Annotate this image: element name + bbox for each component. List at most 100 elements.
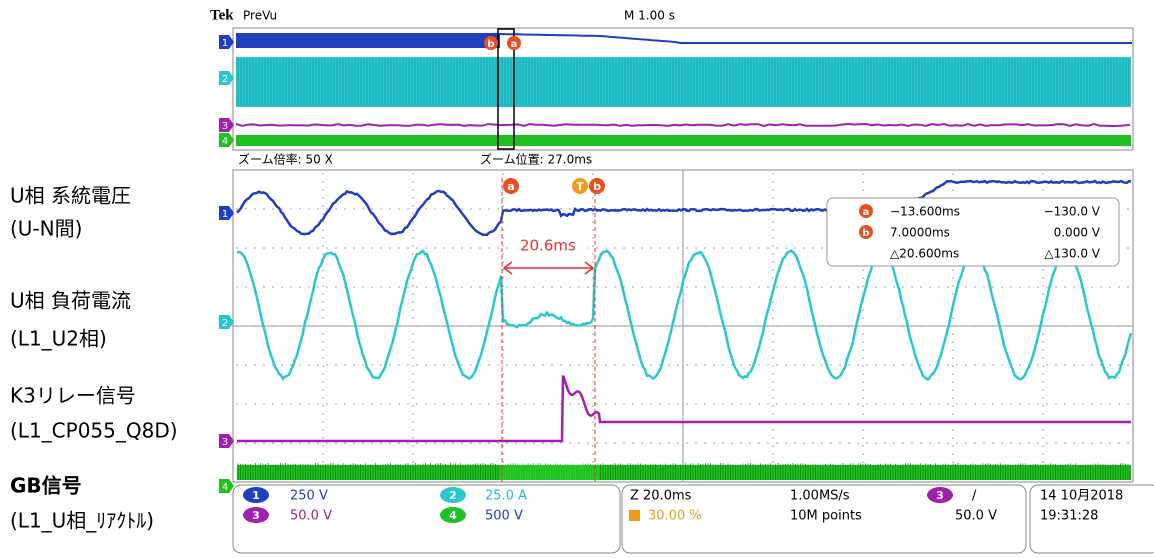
readout-time: −13.600ms — [890, 205, 960, 219]
grid-dot — [821, 286, 823, 288]
chip-number: 2 — [449, 489, 457, 502]
grid-dot — [740, 364, 742, 366]
grid-dot — [1100, 442, 1102, 444]
grid-dot — [722, 403, 724, 405]
grid-dot — [862, 181, 864, 183]
grid-dot — [794, 403, 796, 405]
grid-dot — [506, 403, 508, 405]
channel-number: 1 — [222, 209, 228, 220]
grid-dot — [821, 247, 823, 249]
grid-dot — [1001, 403, 1003, 405]
label: U相 系統電圧 — [10, 184, 131, 208]
grid-dot — [776, 286, 778, 288]
grid-dot — [1042, 397, 1044, 399]
grid-dot — [412, 381, 414, 383]
grid-dot — [952, 357, 954, 359]
grid-dot — [632, 364, 634, 366]
grid-dot — [632, 286, 634, 288]
grid-dot — [551, 442, 553, 444]
grid-dot — [772, 309, 774, 311]
grid-dot — [1073, 403, 1075, 405]
grid-dot — [416, 286, 418, 288]
grid-dot — [506, 247, 508, 249]
grid-dot — [862, 373, 864, 375]
grid-dot — [380, 403, 382, 405]
grid-dot — [952, 437, 954, 439]
grid-dot — [587, 403, 589, 405]
grid-dot — [524, 403, 526, 405]
grid-dot — [416, 442, 418, 444]
grid-dot — [902, 403, 904, 405]
grid-dot — [1010, 403, 1012, 405]
grid-dot — [731, 286, 733, 288]
grid-dot — [1010, 286, 1012, 288]
grid-dot — [772, 261, 774, 263]
grid-dot — [812, 364, 814, 366]
grid-dot — [704, 286, 706, 288]
grid-dot — [623, 403, 625, 405]
grid-dot — [772, 341, 774, 343]
grid-dot — [704, 364, 706, 366]
grid-dot — [830, 403, 832, 405]
grid-dot — [772, 461, 774, 463]
grid-dot — [398, 286, 400, 288]
grid-dot — [389, 364, 391, 366]
grid-dot — [772, 413, 774, 415]
grid-dot — [767, 364, 769, 366]
grid-dot — [862, 413, 864, 415]
grid-dot — [1091, 364, 1093, 366]
grid-dot — [686, 403, 688, 405]
grid-dot — [592, 237, 594, 239]
grid-dot — [1042, 293, 1044, 295]
grid-dot — [952, 461, 954, 463]
grid-dot — [902, 442, 904, 444]
grid-dot — [776, 403, 778, 405]
grid-dot — [461, 442, 463, 444]
grid-dot — [322, 285, 324, 287]
grid-dot — [412, 301, 414, 303]
grid-dot — [1118, 286, 1120, 288]
grid-dot — [731, 364, 733, 366]
grid-dot — [371, 403, 373, 405]
grid-dot — [470, 442, 472, 444]
channel-number: 2 — [222, 74, 228, 85]
grid-dot — [281, 208, 283, 210]
grid-dot — [272, 442, 274, 444]
grid-dot — [862, 461, 864, 463]
grid-dot — [412, 461, 414, 463]
grid-dot — [1064, 442, 1066, 444]
grid-dot — [389, 403, 391, 405]
grid-dot — [767, 247, 769, 249]
grid-dot — [335, 208, 337, 210]
grid-dot — [848, 286, 850, 288]
grid-dot — [407, 442, 409, 444]
grid-dot — [322, 421, 324, 423]
grid-dot — [326, 403, 328, 405]
grid-dot — [1091, 286, 1093, 288]
chip-number: 3 — [252, 509, 260, 522]
grid-dot — [461, 403, 463, 405]
grid-dot — [947, 442, 949, 444]
grid-dot — [862, 173, 864, 175]
grid-dot — [592, 389, 594, 391]
ch4-band — [236, 135, 1131, 146]
grid-dot — [425, 208, 427, 210]
grid-dot — [412, 245, 414, 247]
grid-dot — [605, 247, 607, 249]
grid-dot — [862, 365, 864, 367]
grid-dot — [596, 403, 598, 405]
grid-dot — [605, 286, 607, 288]
grid-dot — [461, 247, 463, 249]
grid-dot — [772, 173, 774, 175]
grid-dot — [290, 364, 292, 366]
grid-dot — [592, 397, 594, 399]
grid-dot — [236, 247, 238, 249]
grid-dot — [974, 286, 976, 288]
label: (L1_U2相) — [10, 327, 107, 351]
grid-dot — [1042, 453, 1044, 455]
grid-dot — [353, 208, 355, 210]
grid-dot — [578, 403, 580, 405]
grid-dot — [731, 247, 733, 249]
grid-dot — [412, 237, 414, 239]
grid-dot — [785, 364, 787, 366]
